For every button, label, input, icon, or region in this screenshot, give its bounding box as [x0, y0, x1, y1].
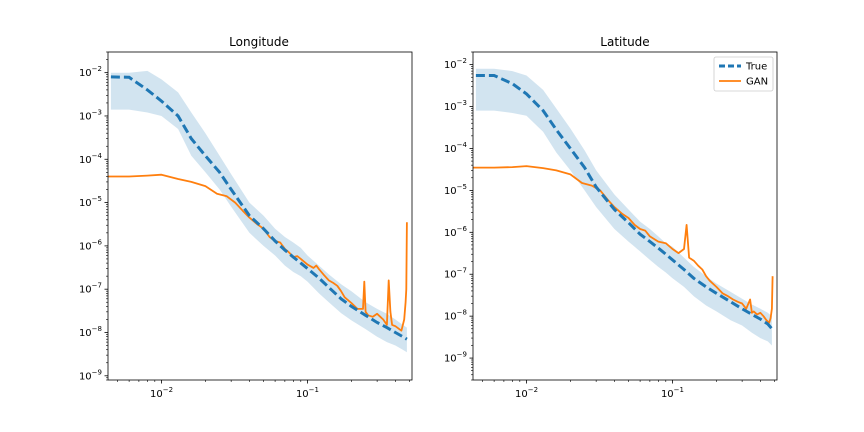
y-tick-label: 10−9 [444, 351, 467, 365]
y-tick-label: 10−9 [79, 368, 102, 382]
y-tick-label: 10−7 [79, 282, 102, 296]
true-series-line [110, 75, 408, 341]
tick-layer: 10−9 10−8 10−7 10−6 10−5 10−4 10−3 10−2 10−2 10−1 [79, 51, 410, 400]
subplot-title: Latitude [600, 35, 649, 49]
y-tick-label: 10−5 [444, 183, 467, 197]
y-tick-label: 10−8 [444, 309, 467, 323]
y-tick-label: 10−4 [444, 141, 468, 155]
y-tick-label: 10−3 [79, 108, 102, 122]
y-tick-label: 10−5 [79, 195, 102, 209]
x-tick-label: 10−2 [515, 386, 538, 400]
y-tick-label: 10−6 [79, 238, 103, 252]
subplot-title: Longitude [229, 35, 289, 49]
y-tick-label: 10−8 [79, 325, 102, 339]
legend: True GAN [713, 56, 774, 92]
subplot-longitude: Longitude 10−910−810−710−610−510−410−310… [79, 35, 413, 400]
plot-area [108, 70, 408, 353]
y-tick-label: 10−2 [444, 57, 467, 71]
y-tick-label: 10−3 [444, 99, 467, 113]
true-series-line [475, 74, 774, 330]
axes-frame [472, 51, 778, 381]
axes-frame [107, 51, 413, 381]
x-tick-label: 10−2 [150, 386, 173, 400]
x-tick-label: 10−1 [296, 386, 319, 400]
series-group [108, 70, 408, 353]
tick-layer: 10−9 10−8 10−7 10−6 10−5 10−4 10−3 10−2 10−2 10−1 [444, 51, 775, 400]
gan-series-line [473, 165, 774, 324]
gan-series-line [108, 173, 408, 332]
x-tick-label: 10−1 [661, 386, 684, 400]
plot-area [473, 68, 774, 346]
y-tick-label: 10−4 [79, 152, 103, 166]
y-tick-label: 10−7 [444, 267, 467, 281]
legend-gan-label: GAN [746, 77, 768, 88]
legend-true-label: True [745, 62, 767, 73]
y-tick-label: 10−2 [79, 65, 102, 79]
series-group [473, 68, 774, 346]
y-tick-label: 10−6 [444, 225, 468, 239]
true-range-band [475, 68, 772, 346]
subplot-latitude: Latitude 10−910−810−710−610−510−410−310−… [444, 35, 778, 400]
